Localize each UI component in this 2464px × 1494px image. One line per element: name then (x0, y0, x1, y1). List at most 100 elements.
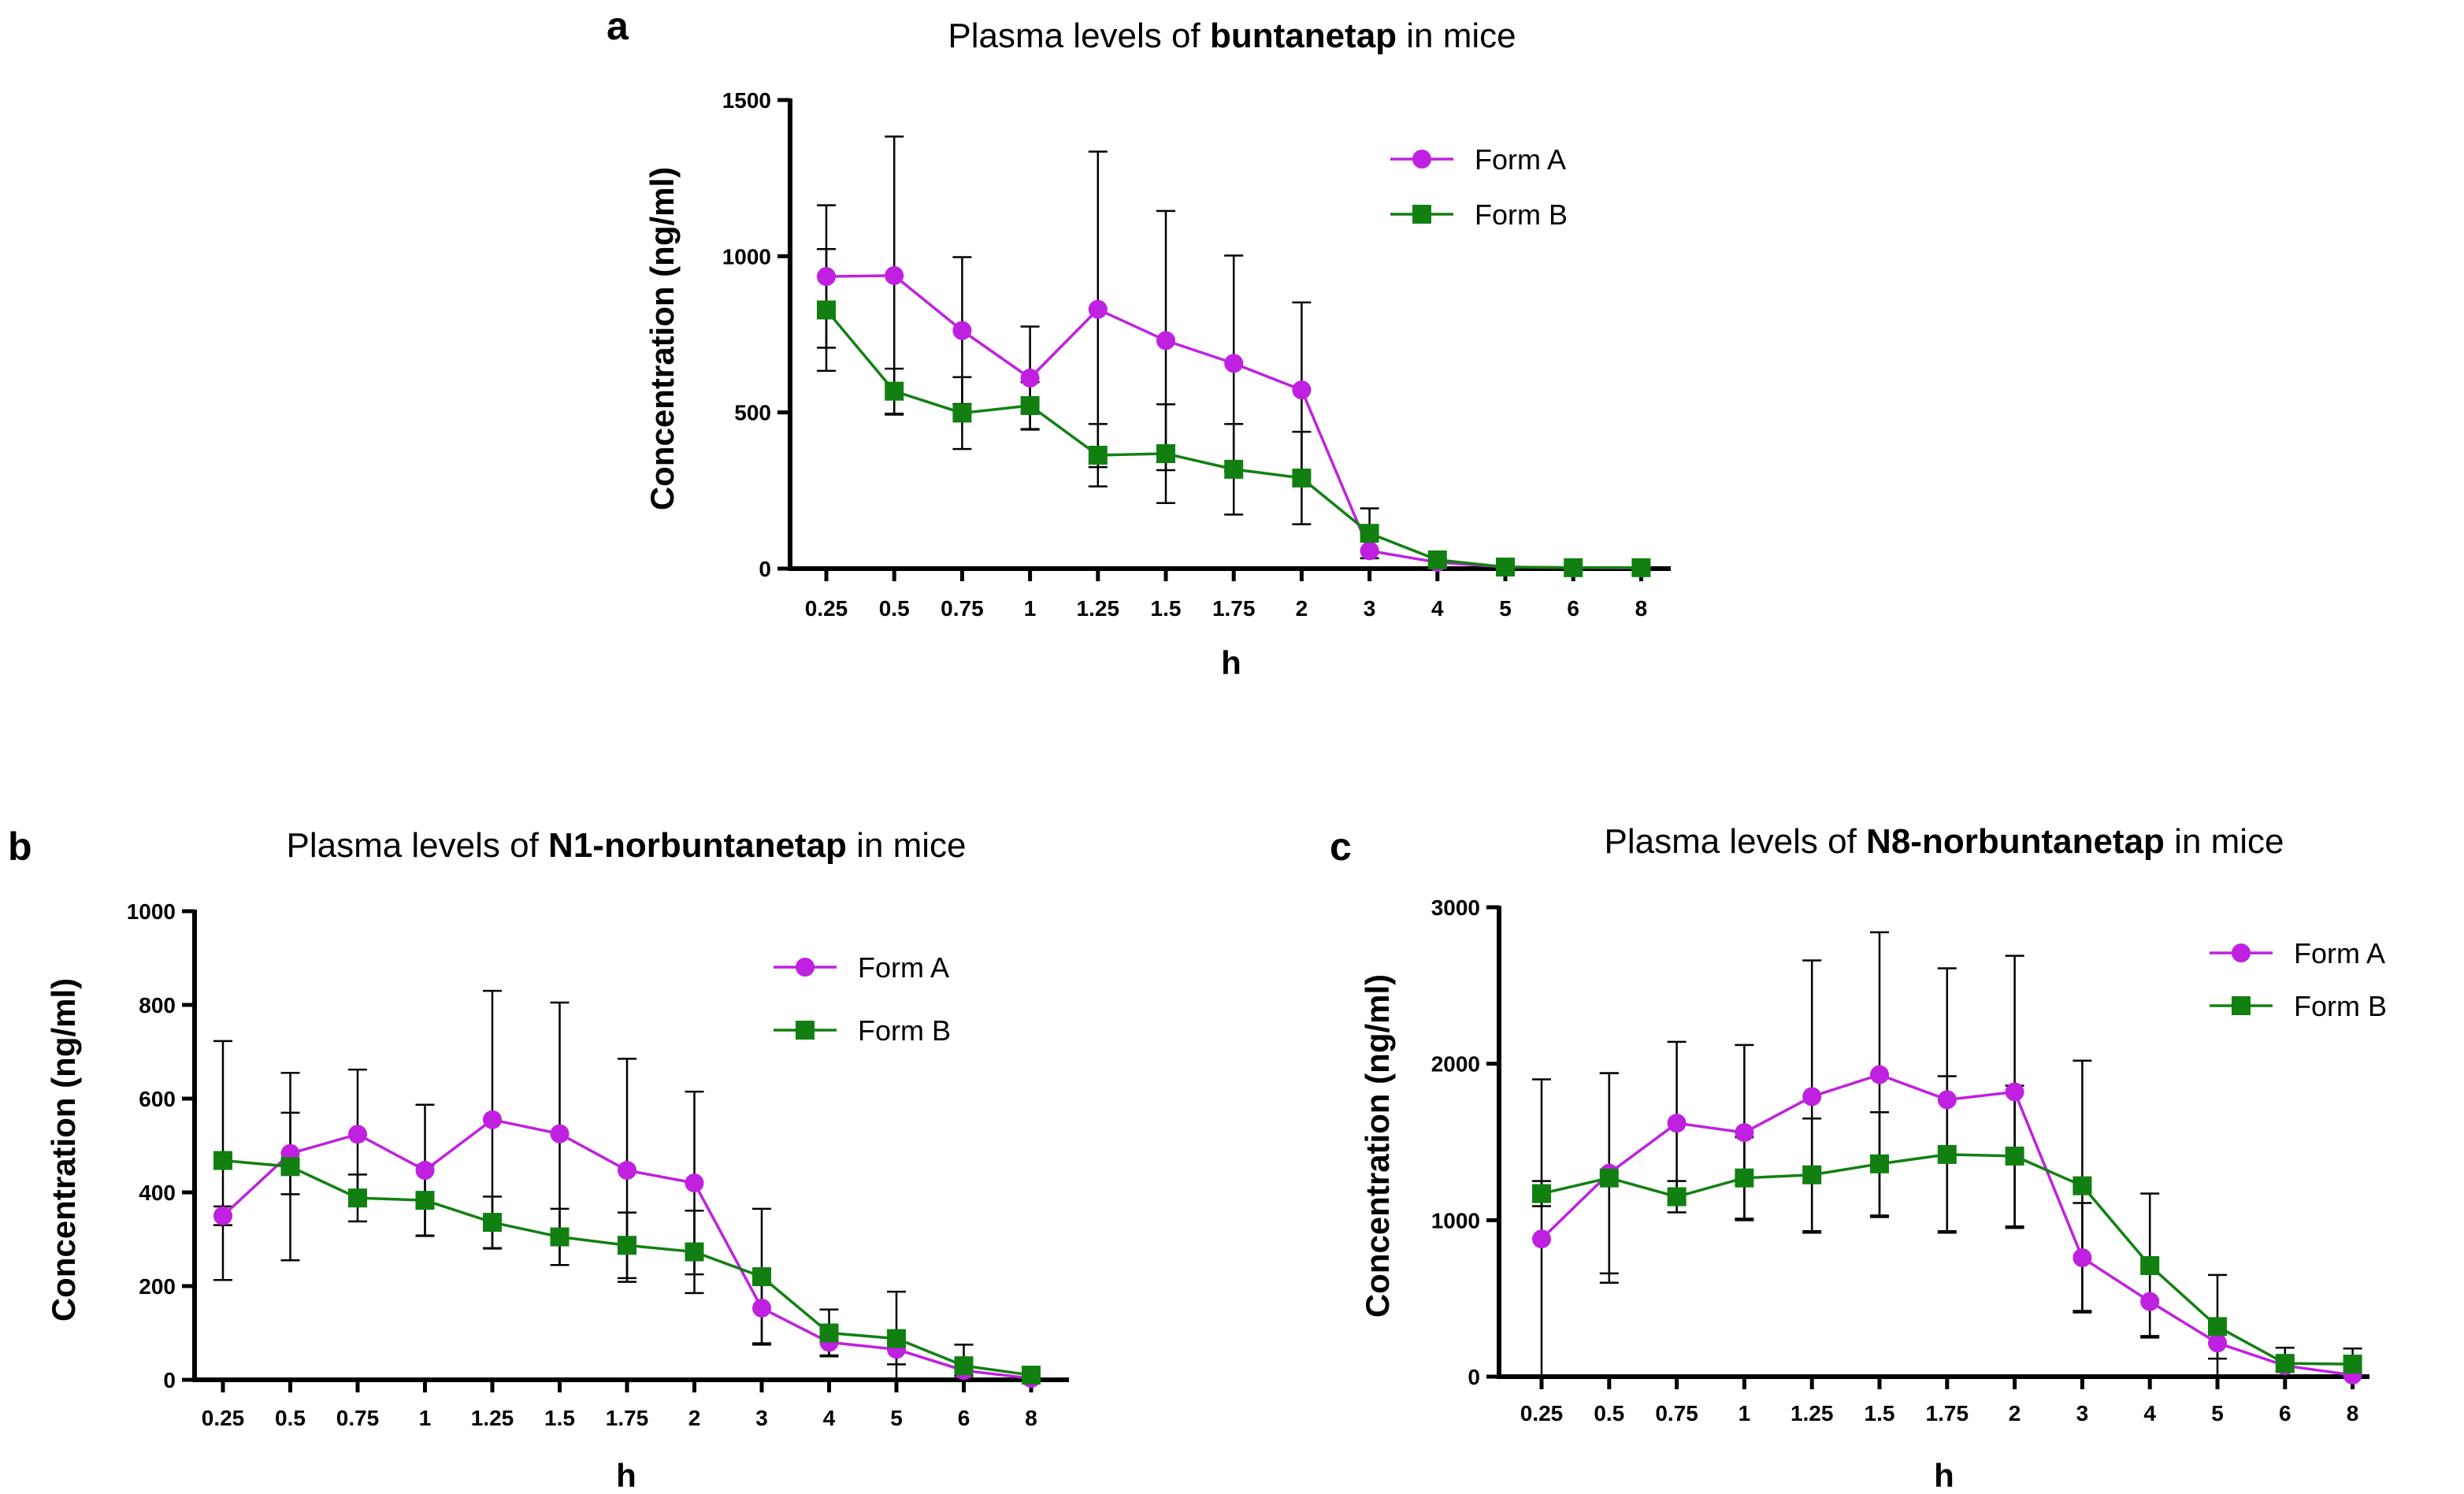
x-tick-label: 0.5 (275, 1406, 306, 1430)
x-tick-label: 8 (1635, 596, 1648, 621)
data-point-form-b (2343, 1355, 2362, 1374)
x-tick-label: 8 (1025, 1406, 1037, 1430)
x-tick-label: 6 (2279, 1401, 2291, 1425)
data-point-form-a (1224, 354, 1244, 373)
x-tick-label: 1.25 (1790, 1401, 1834, 1425)
x-tick-label: 6 (958, 1406, 970, 1430)
x-tick-label: 4 (1431, 596, 1444, 621)
data-point-form-b (752, 1267, 771, 1287)
data-point-form-b (2140, 1255, 2160, 1275)
data-point-form-b (1360, 524, 1379, 543)
x-tick-label: 3 (1364, 596, 1376, 621)
data-point-form-a (1735, 1123, 1754, 1143)
y-tick-label: 1500 (722, 88, 771, 113)
data-point-form-b (483, 1213, 502, 1233)
legend-marker-circle (796, 958, 815, 977)
legend-label: Form A (2294, 937, 2385, 969)
data-point-form-b (819, 1323, 839, 1343)
x-tick-label: 0.75 (1655, 1401, 1698, 1425)
y-tick-label: 3000 (1431, 895, 1480, 920)
x-tick-label: 3 (2076, 1401, 2089, 1425)
data-point-form-b (618, 1236, 636, 1255)
data-point-form-a (2208, 1333, 2227, 1353)
data-point-form-b (1532, 1184, 1551, 1203)
panel-a: a Plasma levels of buntanetap in mice Co… (607, 4, 1671, 681)
x-tick-label: 1 (1739, 1401, 1751, 1425)
data-point-form-b (1224, 459, 1244, 479)
legend-marker-square (1412, 205, 1431, 224)
data-point-form-a (817, 267, 836, 287)
data-point-form-a (2073, 1248, 2092, 1268)
data-point-form-b (1088, 446, 1108, 465)
data-point-form-b (348, 1188, 367, 1208)
data-point-form-a (752, 1298, 771, 1318)
data-point-form-b (1802, 1165, 1822, 1184)
data-point-form-b (885, 381, 904, 401)
x-tick-label: 6 (1567, 596, 1579, 621)
data-point-form-a (415, 1161, 435, 1181)
data-point-form-b (1937, 1144, 1957, 1164)
panel-c: c Plasma levels of N8-norbuntanetap in m… (1330, 822, 2387, 1494)
x-tick-label: 2 (1296, 596, 1308, 621)
x-tick-label: 0.5 (879, 596, 910, 621)
x-tick-label: 8 (2347, 1401, 2359, 1425)
data-point-form-a (1020, 369, 1040, 388)
legend-label: Form A (1475, 143, 1566, 176)
x-tick-label: 5 (1499, 596, 1512, 621)
y-tick-label: 1000 (722, 244, 771, 269)
x-tick-label: 4 (2143, 1401, 2156, 1425)
y-tick-label: 2000 (1431, 1052, 1480, 1077)
data-point-form-b (1020, 395, 1040, 415)
data-point-form-a (213, 1206, 232, 1225)
data-point-form-b (685, 1242, 704, 1262)
data-point-form-a (885, 265, 904, 285)
data-point-form-b (1496, 558, 1515, 577)
y-tick-label: 800 (139, 993, 176, 1018)
x-tick-label: 1 (419, 1406, 432, 1430)
data-point-form-a (2005, 1082, 2024, 1102)
data-point-form-a (1156, 331, 1175, 350)
data-point-form-a (483, 1110, 502, 1129)
data-point-form-b (1292, 468, 1312, 487)
y-tick-label: 0 (759, 557, 771, 581)
x-tick-label: 1.5 (1865, 1401, 1895, 1425)
data-point-form-b (954, 1356, 974, 1376)
panel-letter: b (8, 825, 32, 869)
x-tick-label: 4 (823, 1406, 836, 1430)
data-point-form-a (1292, 380, 1312, 400)
data-point-form-b (817, 300, 836, 320)
x-axis-label: h (1221, 644, 1241, 681)
x-tick-label: 1.75 (1926, 1401, 1969, 1425)
data-point-form-b (2208, 1317, 2227, 1336)
legend-label: Form A (858, 951, 949, 984)
y-tick-label: 0 (163, 1368, 176, 1392)
data-point-form-b (1427, 550, 1447, 569)
chart-title: Plasma levels of N1-norbuntanetap in mic… (286, 826, 966, 865)
panel-letter: a (607, 4, 629, 48)
panel-letter: c (1330, 825, 1352, 869)
x-tick-label: 1.25 (471, 1406, 514, 1430)
data-point-form-a (1937, 1090, 1957, 1110)
data-point-form-a (1088, 299, 1108, 319)
legend-marker-circle (2232, 943, 2251, 962)
y-tick-label: 1000 (1431, 1208, 1480, 1233)
data-point-form-b (2005, 1146, 2024, 1166)
x-tick-label: 2 (688, 1406, 701, 1430)
chart-title: Plasma levels of buntanetap in mice (948, 17, 1516, 55)
data-point-form-b (2073, 1176, 2092, 1196)
data-point-form-b (887, 1329, 906, 1348)
x-tick-label: 1.5 (1151, 596, 1182, 621)
x-axis-label: h (616, 1457, 636, 1494)
x-tick-label: 1.5 (544, 1406, 575, 1430)
legend-marker-square (2232, 996, 2251, 1015)
data-point-form-a (550, 1124, 570, 1144)
data-point-form-b (1156, 444, 1175, 464)
data-point-form-b (1599, 1168, 1619, 1188)
data-point-form-b (1564, 558, 1583, 577)
x-tick-label: 0.25 (1520, 1401, 1564, 1425)
y-axis-label: Concentration (ng/ml) (1359, 974, 1396, 1318)
data-point-form-b (952, 403, 972, 423)
x-tick-label: 3 (755, 1406, 768, 1430)
x-tick-label: 1.75 (1212, 596, 1256, 621)
